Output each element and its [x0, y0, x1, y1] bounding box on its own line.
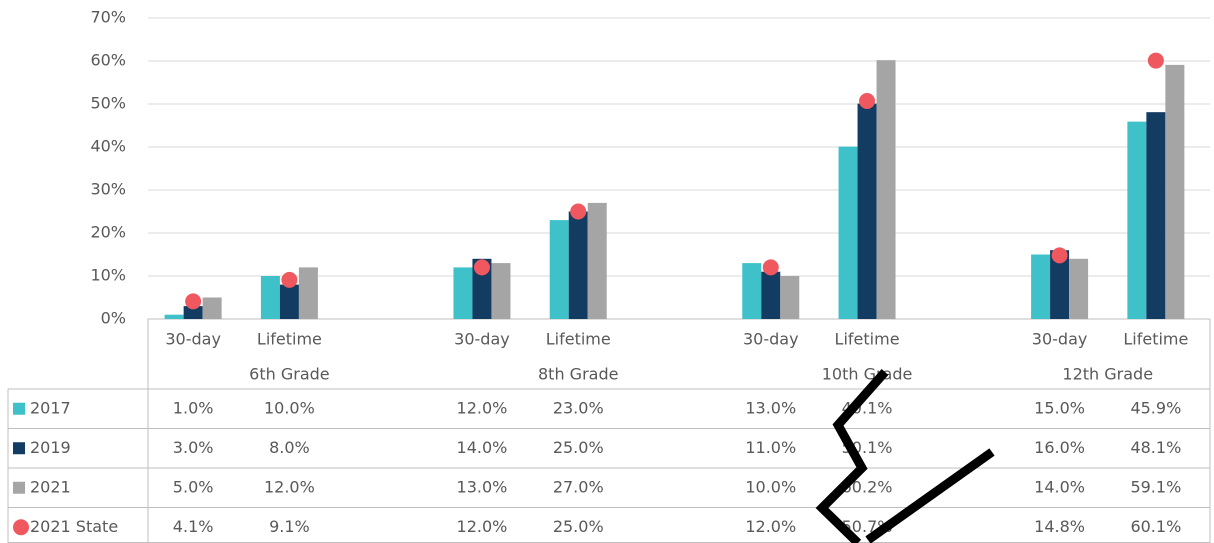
- bar: [568, 211, 588, 319]
- legend-swatch: [13, 442, 25, 455]
- table-value: 16.0%: [1034, 438, 1085, 457]
- bar: [202, 297, 222, 319]
- table-value: 10.0%: [745, 477, 796, 496]
- table-value: 13.0%: [457, 477, 508, 496]
- table-value: 12.0%: [745, 517, 796, 536]
- x-tick-label: 30-day: [1032, 330, 1088, 349]
- dot: [281, 271, 298, 288]
- table-value: 4.1%: [173, 517, 214, 536]
- bar: [472, 258, 492, 319]
- bar: [1031, 254, 1051, 319]
- table-value: 14.0%: [1034, 477, 1085, 496]
- table-value: 14.8%: [1034, 517, 1085, 536]
- dot: [1051, 247, 1068, 264]
- bar: [838, 146, 858, 319]
- legend-label: 2021: [30, 477, 71, 496]
- dot: [473, 259, 490, 276]
- y-tick-label: 0%: [101, 309, 126, 328]
- bar: [183, 306, 203, 319]
- chart-body: 0% 10% 20% 30% 40% 50% 60% 70% 30-day Lifetime 30-…: [7, 8, 1211, 543]
- table-value: 12.0%: [457, 398, 508, 417]
- bar: [857, 103, 877, 319]
- bar: [1050, 250, 1070, 319]
- x-tick-label: Lifetime: [257, 330, 322, 349]
- group-label: 8th Grade: [538, 365, 618, 384]
- legend-swatch: [13, 519, 29, 536]
- y-tick-label: 10%: [90, 266, 126, 285]
- table-value: 45.9%: [1130, 398, 1181, 417]
- dot: [1147, 52, 1164, 69]
- x-tick-label: 30-day: [454, 330, 510, 349]
- table-value: 3.0%: [173, 438, 214, 457]
- bar: [260, 276, 280, 319]
- bar: [780, 276, 800, 319]
- group-label: 6th Grade: [249, 365, 329, 384]
- bar: [453, 267, 473, 319]
- y-tick-label: 50%: [90, 94, 126, 113]
- dot: [762, 259, 779, 276]
- table-value: 9.1%: [269, 517, 310, 536]
- table-value: 15.0%: [1034, 398, 1085, 417]
- legend-swatch: [13, 481, 25, 494]
- x-tick-label: Lifetime: [546, 330, 611, 349]
- table-value: 11.0%: [745, 438, 796, 457]
- dot: [185, 293, 202, 310]
- legend-label: 2017: [30, 398, 71, 417]
- legend-label: 2021 State: [30, 517, 118, 536]
- y-tick-label: 70%: [90, 8, 126, 27]
- bar: [876, 60, 896, 319]
- bar: [1165, 64, 1185, 320]
- y-tick-label: 60%: [90, 51, 126, 70]
- x-tick-label: 30-day: [743, 330, 799, 349]
- scribble-stroke: [815, 369, 889, 543]
- dot: [570, 203, 587, 220]
- scribble: [815, 369, 995, 543]
- table-value: 59.1%: [1130, 477, 1181, 496]
- bar: [742, 263, 762, 319]
- table-value: 13.0%: [745, 398, 796, 417]
- table-value: 23.0%: [553, 398, 604, 417]
- bar: [587, 202, 607, 319]
- y-tick-label: 30%: [90, 180, 126, 199]
- table-value: 27.0%: [553, 477, 604, 496]
- table-value: 1.0%: [173, 398, 214, 417]
- bar: [761, 271, 781, 319]
- x-tick-label: 30-day: [165, 330, 221, 349]
- legend-swatch: [13, 402, 25, 415]
- x-tick-label: Lifetime: [1123, 330, 1188, 349]
- group-label: 10th Grade: [822, 365, 913, 384]
- table-value: 48.1%: [1130, 438, 1181, 457]
- table-value: 8.0%: [269, 438, 310, 457]
- x-tick-label: Lifetime: [835, 330, 900, 349]
- bar: [279, 284, 299, 319]
- bar: [491, 263, 511, 319]
- bar: [298, 267, 318, 319]
- dot: [859, 92, 876, 109]
- legend-label: 2019: [30, 438, 71, 457]
- table-value: 10.0%: [264, 398, 315, 417]
- bar: [549, 220, 569, 319]
- bar: [164, 314, 184, 319]
- table-value: 60.1%: [1130, 517, 1181, 536]
- table-value: 14.0%: [457, 438, 508, 457]
- table-value: 25.0%: [553, 438, 604, 457]
- bar: [1146, 112, 1166, 319]
- table-value: 12.0%: [457, 517, 508, 536]
- y-tick-label: 20%: [90, 223, 126, 242]
- bar: [1069, 258, 1089, 319]
- table-value: 25.0%: [553, 517, 604, 536]
- y-tick-label: 40%: [90, 137, 126, 156]
- bar: [1127, 121, 1147, 319]
- scribble-stroke: [865, 448, 995, 543]
- table-value: 12.0%: [264, 477, 315, 496]
- group-label: 12th Grade: [1062, 365, 1153, 384]
- table-value: 5.0%: [173, 477, 214, 496]
